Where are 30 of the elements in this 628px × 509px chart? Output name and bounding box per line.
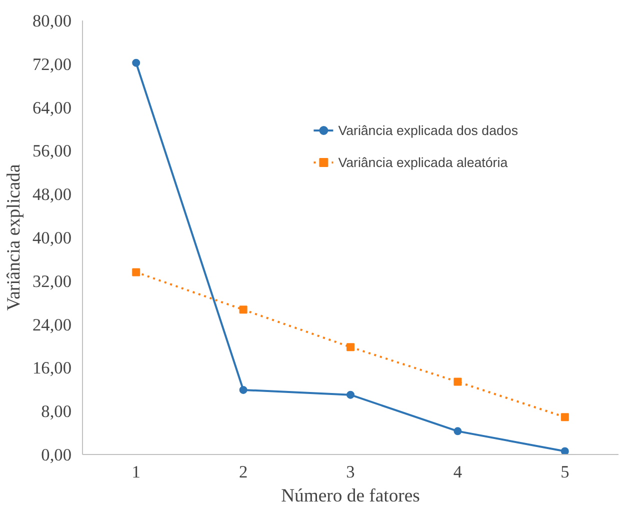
x-tick-label: 1 (132, 462, 140, 482)
point (560, 447, 569, 454)
point (239, 386, 248, 394)
x-tick-label: 5 (560, 462, 570, 482)
x-tick-label: 3 (346, 462, 355, 482)
legend-label: Variância explicada dos dados (338, 122, 518, 138)
y-tick-label: 80,00 (32, 12, 72, 30)
x-axis-title: Número de fatores (281, 486, 420, 506)
y-tick-label: 16,00 (32, 358, 72, 378)
point (239, 306, 248, 314)
y-tick-label: 72,00 (32, 54, 72, 74)
x-tick-label: 2 (238, 462, 248, 482)
y-tick-label: 8,00 (41, 402, 72, 422)
y-axis-title: Variância explicada (4, 163, 25, 311)
y-tick-label: 40,00 (32, 228, 72, 248)
y-tick-label: 32,00 (32, 272, 72, 291)
y-tick-label: 56,00 (32, 142, 72, 161)
x-tick-label: 4 (453, 462, 462, 482)
y-tick-label: 24,00 (32, 315, 72, 334)
y-tick-label: 48,00 (32, 185, 72, 204)
point (454, 427, 462, 436)
point (560, 413, 569, 422)
legend-label: Variância explicada aleatória (338, 154, 508, 170)
y-tick-label: 0,00 (41, 446, 72, 464)
point (132, 268, 140, 276)
y-tick-label: 64,00 (32, 98, 72, 118)
point (454, 378, 462, 386)
point (132, 58, 140, 67)
point (346, 390, 354, 399)
point (346, 343, 354, 352)
